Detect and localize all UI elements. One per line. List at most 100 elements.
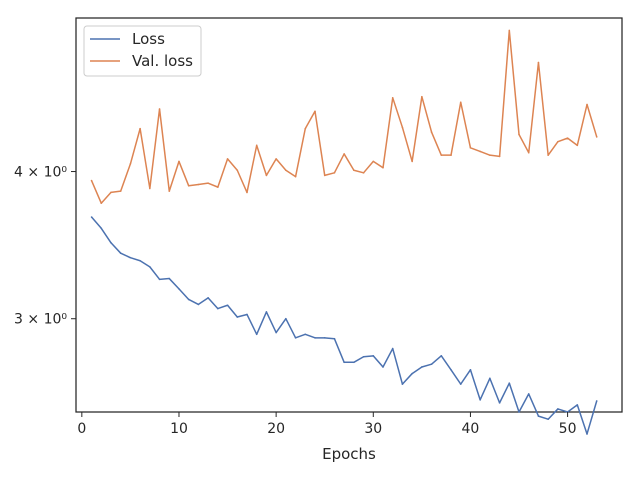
data-point-loss — [595, 400, 598, 402]
data-point-loss — [469, 368, 472, 371]
x-tick-label: 10 — [170, 421, 188, 437]
data-point-loss — [527, 393, 530, 395]
data-point-val-loss — [178, 160, 180, 163]
data-point-loss — [508, 382, 511, 384]
data-point-loss — [372, 355, 375, 357]
data-point-val-loss — [479, 150, 481, 153]
data-point-val-loss — [576, 144, 579, 147]
data-point-loss — [168, 277, 171, 280]
x-tick-label: 50 — [559, 421, 577, 437]
data-point-val-loss — [362, 172, 365, 174]
data-point-val-loss — [411, 160, 413, 163]
data-point-loss — [479, 399, 481, 401]
data-point-loss — [139, 259, 141, 262]
data-point-loss — [450, 368, 452, 371]
y-tick-label: 4 × 10⁰ — [14, 165, 67, 181]
data-point-val-loss — [527, 151, 530, 154]
data-point-loss — [294, 337, 297, 339]
data-point-val-loss — [566, 137, 569, 139]
data-point-loss — [265, 311, 268, 313]
data-point-loss — [129, 256, 132, 259]
data-point-val-loss — [323, 174, 326, 177]
data-point-val-loss — [158, 108, 161, 110]
data-point-loss — [100, 227, 103, 230]
x-ticks: 0 10 20 30 40 50 — [77, 412, 577, 437]
x-tick-label: 20 — [267, 421, 285, 437]
data-point-val-loss — [197, 183, 200, 186]
x-tick-label: 0 — [77, 421, 86, 437]
data-point-val-loss — [265, 174, 268, 177]
data-point-loss — [391, 347, 394, 350]
data-point-loss — [557, 408, 559, 410]
data-point-loss — [489, 377, 491, 380]
data-point-loss — [255, 333, 258, 336]
data-point-val-loss — [110, 191, 112, 194]
data-point-val-loss — [353, 169, 355, 172]
data-point-val-loss — [557, 140, 559, 143]
data-point-val-loss — [255, 144, 258, 147]
plot-area — [75, 17, 623, 413]
data-point-val-loss — [459, 101, 462, 104]
data-point-loss — [110, 241, 112, 244]
data-point-loss — [440, 355, 443, 357]
data-point-val-loss — [294, 175, 297, 178]
data-point-loss — [401, 383, 404, 385]
x-axis-label: Epochs — [322, 445, 376, 463]
data-point-val-loss — [149, 187, 151, 190]
data-point-val-loss — [372, 160, 375, 163]
data-point-val-loss — [343, 153, 345, 155]
data-point-val-loss — [119, 190, 122, 192]
data-point-loss — [382, 366, 384, 368]
data-point-loss — [498, 402, 501, 404]
data-point-loss — [343, 361, 345, 364]
data-point-val-loss — [217, 186, 219, 188]
data-point-val-loss — [246, 191, 248, 194]
data-point-loss — [275, 331, 277, 334]
data-point-loss — [586, 433, 588, 435]
data-point-val-loss — [498, 155, 501, 158]
data-point-loss — [430, 363, 433, 365]
legend: Loss Val. loss — [83, 25, 202, 77]
data-point-val-loss — [314, 110, 316, 113]
data-point-val-loss — [168, 190, 171, 192]
data-point-loss — [246, 313, 248, 316]
data-point-val-loss — [187, 185, 190, 187]
data-point-loss — [421, 366, 423, 368]
data-point-val-loss — [100, 202, 103, 204]
data-point-val-loss — [226, 158, 229, 160]
y-tick-label: 3 × 10⁰ — [14, 312, 67, 328]
data-point-val-loss — [333, 172, 336, 174]
data-point-loss — [362, 355, 365, 358]
data-point-val-loss — [139, 127, 141, 130]
data-point-loss — [90, 216, 93, 218]
x-tick-label: 30 — [364, 421, 382, 437]
data-point-val-loss — [469, 147, 472, 149]
data-point-loss — [547, 418, 549, 421]
data-point-val-loss — [518, 133, 520, 136]
legend-label-val-loss: Val. loss — [132, 52, 193, 70]
data-point-val-loss — [537, 61, 540, 64]
data-point-loss — [178, 288, 180, 290]
data-point-loss — [285, 317, 287, 320]
data-point-val-loss — [547, 154, 549, 156]
data-point-val-loss — [236, 169, 239, 172]
data-point-val-loss — [285, 169, 287, 172]
data-point-loss — [353, 361, 355, 364]
y-ticks: 3 × 10⁰ 4 × 10⁰ — [14, 165, 76, 328]
data-point-loss — [518, 411, 520, 413]
data-point-loss — [149, 266, 151, 268]
data-point-val-loss — [304, 127, 307, 130]
data-point-loss — [323, 337, 326, 339]
data-point-val-loss — [595, 136, 598, 138]
data-point-loss — [119, 252, 122, 254]
data-point-loss — [459, 383, 462, 385]
data-point-val-loss — [440, 154, 443, 156]
data-point-val-loss — [508, 29, 511, 32]
data-point-loss — [236, 316, 239, 318]
data-point-loss — [187, 298, 190, 301]
data-point-val-loss — [90, 179, 93, 182]
data-point-loss — [411, 372, 413, 375]
x-tick-label: 40 — [462, 421, 480, 437]
data-point-loss — [207, 297, 209, 299]
